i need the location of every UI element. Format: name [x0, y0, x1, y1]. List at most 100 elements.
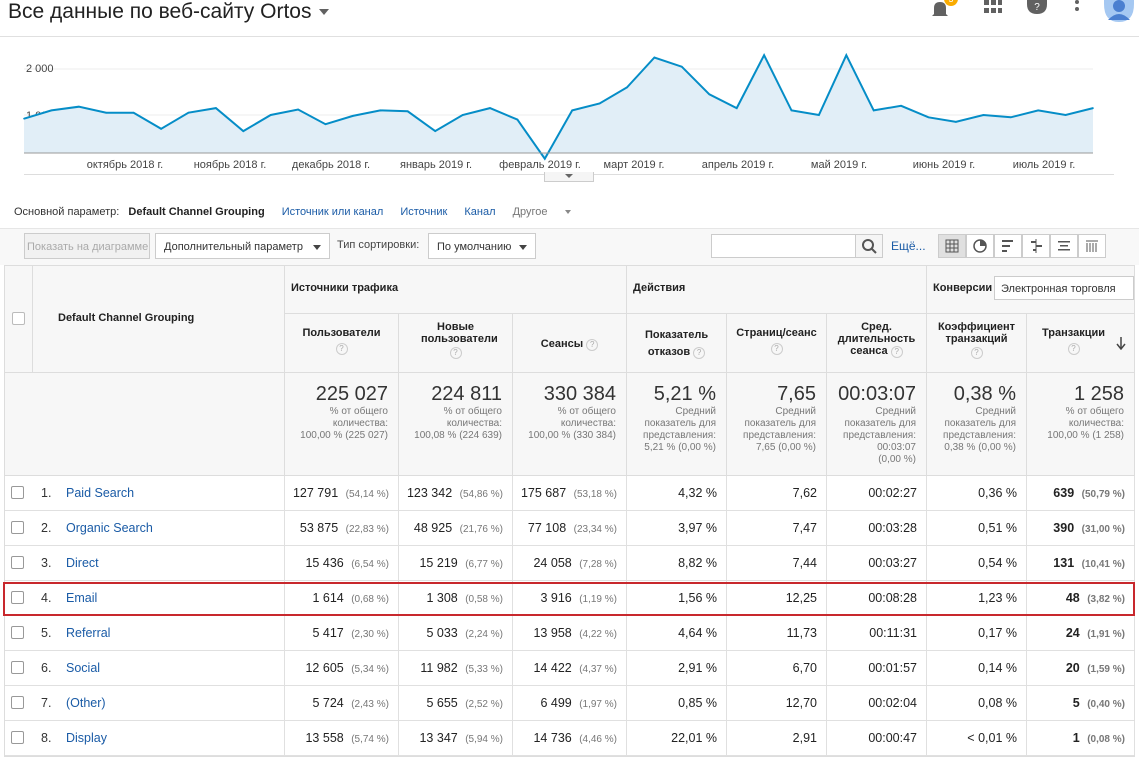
channel-link[interactable]: Paid Search: [66, 486, 135, 500]
apps-grid-icon[interactable]: [984, 0, 1002, 19]
chart-data-point[interactable]: [1064, 114, 1067, 116]
chart-data-point[interactable]: [132, 111, 135, 114]
row-checkbox[interactable]: [11, 556, 24, 569]
chart-data-point[interactable]: [215, 107, 217, 109]
chart-data-point[interactable]: [681, 65, 683, 68]
help-icon[interactable]: ?: [770, 343, 783, 355]
chart-data-point[interactable]: [78, 105, 80, 108]
plot-rows-button[interactable]: Показать на диаграмме: [24, 233, 150, 259]
select-all-checkbox[interactable]: [12, 312, 25, 325]
sort-type-dropdown[interactable]: По умолчанию: [428, 233, 536, 259]
chart-data-point[interactable]: [242, 130, 245, 132]
help-icon[interactable]: ?: [1027, 0, 1047, 19]
more-vert-icon[interactable]: [1074, 0, 1080, 19]
row-checkbox[interactable]: [11, 521, 24, 534]
help-icon[interactable]: ?: [693, 347, 706, 359]
col-header-users[interactable]: Пользователи?: [285, 314, 399, 373]
view-comparison-button[interactable]: [1022, 234, 1050, 258]
chart-data-point[interactable]: [324, 123, 327, 125]
conversion-type-dropdown[interactable]: Электронная торговля: [994, 276, 1134, 300]
chart-data-point[interactable]: [708, 93, 711, 96]
chart-data-point[interactable]: [516, 118, 519, 121]
chart-data-point[interactable]: [406, 110, 409, 113]
channel-link[interactable]: Referral: [66, 626, 111, 640]
view-pie-button[interactable]: [966, 234, 994, 258]
sessions-chart[interactable]: 2 000 1 000 октябрь 2018 г. ноябрь 2018 …: [0, 40, 1139, 175]
chart-data-point[interactable]: [187, 111, 190, 114]
chart-data-point[interactable]: [763, 54, 765, 56]
row-checkbox[interactable]: [11, 626, 24, 639]
chart-data-point[interactable]: [269, 114, 272, 116]
table-search-input[interactable]: [711, 234, 856, 258]
chart-data-point[interactable]: [160, 128, 162, 130]
chart-data-point[interactable]: [461, 114, 464, 116]
chart-collapse-handle[interactable]: [544, 172, 594, 182]
row-checkbox[interactable]: [11, 696, 24, 709]
help-icon[interactable]: ?: [586, 339, 599, 351]
help-icon[interactable]: ?: [890, 346, 903, 358]
help-icon[interactable]: ?: [335, 343, 348, 355]
help-icon[interactable]: ?: [1067, 343, 1080, 355]
chart-data-point[interactable]: [1092, 107, 1094, 109]
channel-link[interactable]: (Other): [66, 696, 106, 710]
chart-data-point[interactable]: [489, 107, 491, 109]
col-header-new-users[interactable]: Новые пользователи?: [399, 314, 513, 373]
chart-data-point[interactable]: [1009, 116, 1012, 119]
channel-link[interactable]: Direct: [66, 556, 99, 570]
chart-data-point[interactable]: [982, 114, 985, 116]
col-header-sessions[interactable]: Сеансы ?: [513, 314, 627, 373]
account-avatar-icon[interactable]: [1104, 0, 1134, 27]
row-checkbox[interactable]: [11, 661, 24, 674]
chart-data-point[interactable]: [1037, 109, 1039, 112]
chart-data-point[interactable]: [735, 107, 738, 109]
row-checkbox[interactable]: [11, 731, 24, 744]
dimension-header[interactable]: Default Channel Grouping: [33, 266, 285, 373]
row-checkbox[interactable]: [11, 486, 24, 499]
chart-data-point[interactable]: [571, 109, 574, 112]
chart-data-point[interactable]: [105, 111, 108, 114]
col-header-bounce-rate[interactable]: Показатель отказов ?: [627, 314, 727, 373]
chart-data-point[interactable]: [818, 114, 820, 116]
chart-data-point[interactable]: [790, 109, 793, 112]
page-title[interactable]: Все данные по веб-сайту Ortos: [8, 0, 330, 24]
view-performance-button[interactable]: [994, 234, 1022, 258]
channel-link[interactable]: Organic Search: [66, 521, 153, 535]
search-button[interactable]: [855, 234, 883, 258]
row-checkbox[interactable]: [11, 591, 24, 604]
primary-dimension-other[interactable]: Другое: [513, 206, 585, 218]
chart-data-point[interactable]: [653, 56, 656, 59]
help-icon[interactable]: ?: [449, 347, 462, 359]
channel-link[interactable]: Email: [66, 591, 98, 605]
chart-data-point[interactable]: [927, 116, 930, 119]
primary-dimension-option[interactable]: Источник или канал: [281, 206, 384, 218]
col-header-transactions[interactable]: Транзакции?: [1027, 314, 1135, 373]
chart-data-point[interactable]: [23, 117, 25, 120]
sort-descending-icon[interactable]: [1116, 336, 1126, 350]
col-header-avg-session-duration[interactable]: Сред. длительность сеанса ?: [827, 314, 927, 373]
primary-dimension-option[interactable]: Канал: [464, 206, 496, 218]
bell-icon[interactable]: 5: [930, 0, 958, 18]
chevron-down-icon[interactable]: [319, 9, 330, 16]
primary-dimension-option[interactable]: Источник: [400, 206, 448, 218]
view-pivot-button[interactable]: [1078, 234, 1106, 258]
chart-data-point[interactable]: [598, 102, 601, 105]
help-icon[interactable]: ?: [970, 347, 983, 359]
view-term-cloud-button[interactable]: [1050, 234, 1078, 258]
view-table-button[interactable]: [938, 234, 966, 258]
col-header-conversion-rate[interactable]: Коэффициент транзакций?: [927, 314, 1027, 373]
advanced-filter-link[interactable]: Ещё...: [891, 239, 926, 253]
chart-data-point[interactable]: [434, 130, 436, 132]
chart-data-point[interactable]: [50, 109, 53, 112]
chart-data-point[interactable]: [543, 157, 546, 160]
chart-data-point[interactable]: [845, 54, 848, 56]
chart-data-point[interactable]: [297, 108, 299, 111]
chart-data-point[interactable]: [872, 109, 875, 112]
chart-data-point[interactable]: [626, 86, 628, 89]
chart-data-point[interactable]: [955, 121, 957, 123]
col-header-pages-per-session[interactable]: Страниц/сеанс?: [727, 314, 827, 373]
secondary-dimension-dropdown[interactable]: Дополнительный параметр: [155, 233, 330, 259]
chart-data-point[interactable]: [379, 109, 382, 112]
channel-link[interactable]: Social: [66, 661, 101, 675]
channel-link[interactable]: Display: [66, 731, 107, 745]
chart-data-point[interactable]: [352, 115, 354, 117]
